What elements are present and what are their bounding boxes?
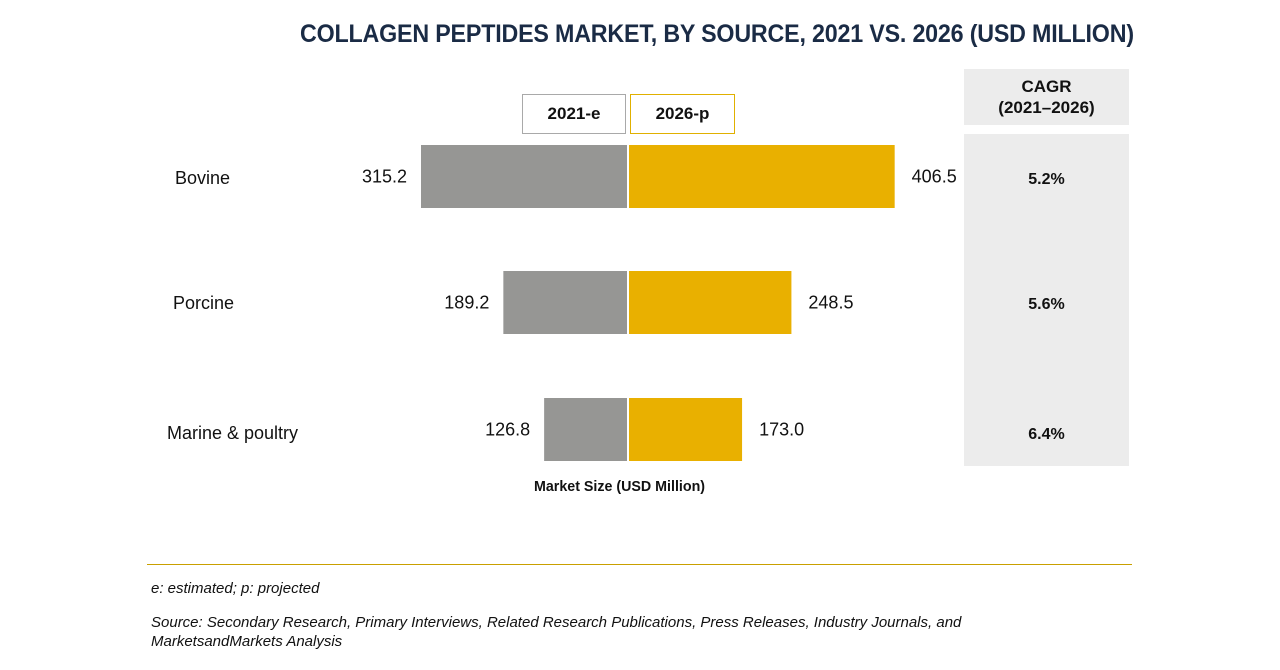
- bar-2021-marine-poultry: [544, 398, 627, 461]
- legend-2026: 2026-p: [630, 94, 735, 134]
- footer-divider: [147, 564, 1132, 565]
- category-label-marine-poultry: Marine & poultry: [167, 423, 299, 443]
- bar-2021-porcine: [503, 271, 627, 334]
- source-note: Source: Secondary Research, Primary Inte…: [151, 613, 1081, 651]
- cagr-value-porcine: 5.6%: [1028, 296, 1065, 313]
- cagr-panel: [964, 134, 1129, 466]
- data-label-2026-marine-poultry: 173.0: [759, 420, 804, 440]
- cagr-header-title: CAGR: [1021, 77, 1072, 96]
- bar-2026-marine-poultry: [629, 398, 743, 461]
- cagr-value-bovine: 5.2%: [1028, 171, 1065, 188]
- cagr-header-period: (2021–2026): [998, 98, 1095, 117]
- data-label-2021-bovine: 315.2: [362, 167, 407, 187]
- footnote: e: estimated; p: projected: [151, 580, 320, 597]
- cagr-header: CAGR (2021–2026): [964, 69, 1129, 125]
- source-line-2: MarketsandMarkets Analysis: [151, 633, 343, 650]
- category-label-bovine: Bovine: [175, 168, 231, 188]
- source-line-1: Source: Secondary Research, Primary Inte…: [151, 614, 962, 631]
- data-label-2026-bovine: 406.5: [912, 167, 957, 187]
- x-axis-label: Market Size (USD Million): [534, 478, 706, 495]
- bar-2021-bovine: [421, 145, 627, 208]
- bar-2026-bovine: [629, 145, 895, 208]
- data-label-2021-marine-poultry: 126.8: [485, 420, 530, 440]
- chart-title: COLLAGEN PEPTIDES MARKET, BY SOURCE, 202…: [300, 20, 1134, 48]
- category-label-porcine: Porcine: [173, 293, 235, 313]
- cagr-value-marine-poultry: 6.4%: [1028, 426, 1065, 443]
- legend-2021: 2021-e: [522, 94, 626, 134]
- data-label-2026-porcine: 248.5: [808, 293, 853, 313]
- bar-2026-porcine: [629, 271, 792, 334]
- data-label-2021-porcine: 189.2: [444, 293, 489, 313]
